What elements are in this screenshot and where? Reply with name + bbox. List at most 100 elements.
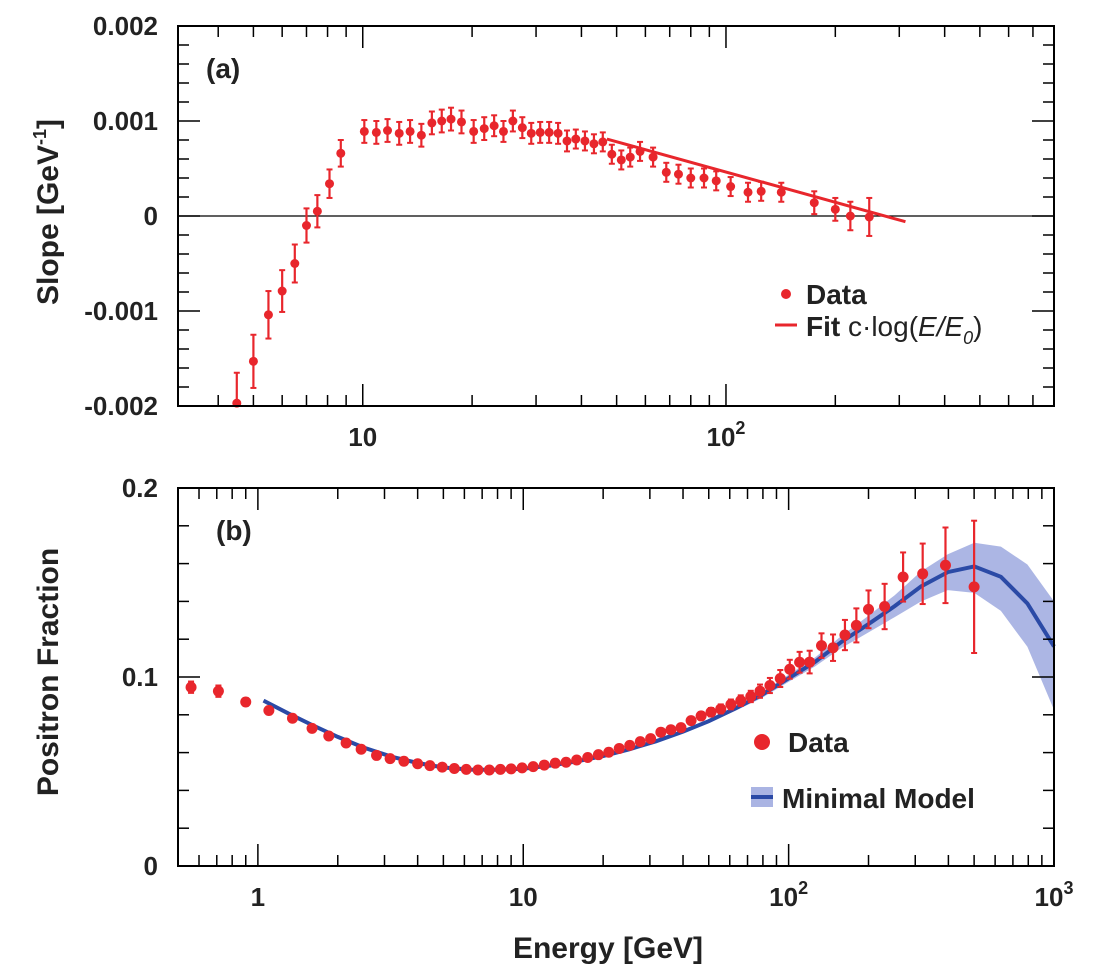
y-tick-label: -0.002 — [84, 391, 158, 421]
data-marker — [624, 739, 636, 751]
data-point — [505, 763, 517, 775]
data-marker — [508, 116, 518, 126]
data-marker — [383, 126, 393, 135]
data-point — [277, 269, 287, 313]
panel-b-ticks — [177, 487, 1055, 867]
data-marker — [571, 754, 583, 766]
data-marker — [705, 706, 717, 718]
data-marker — [212, 685, 224, 697]
data-point — [754, 683, 766, 699]
data-point — [571, 754, 583, 766]
data-point — [398, 755, 410, 767]
panel-a-data-points — [232, 106, 874, 408]
data-point — [446, 106, 456, 132]
data-marker — [745, 690, 757, 702]
data-marker — [544, 127, 554, 137]
y-tick-label: -0.001 — [84, 296, 158, 326]
data-point — [661, 161, 671, 183]
data-point — [592, 749, 604, 761]
data-point — [535, 120, 545, 144]
y-tick-label: 0.002 — [93, 11, 158, 41]
y-tick-label: 0 — [144, 201, 158, 231]
data-point — [917, 542, 929, 606]
data-point — [232, 371, 242, 408]
data-point — [624, 739, 636, 751]
data-marker — [580, 136, 590, 146]
data-marker — [582, 752, 594, 764]
panel-b-model-line — [262, 564, 1056, 772]
panel-b-x-tick-labels: 1 10 102 103 — [251, 878, 1074, 912]
data-marker — [424, 760, 436, 772]
data-marker — [248, 356, 258, 366]
legend-data-label: Data — [806, 279, 867, 310]
panel-b-data-points — [185, 519, 980, 776]
y-tick-label: 0 — [144, 851, 158, 881]
data-marker — [897, 571, 909, 583]
data-point — [645, 733, 657, 745]
data-point — [526, 121, 536, 145]
data-marker — [436, 761, 448, 773]
data-marker — [845, 211, 855, 221]
data-point — [968, 519, 980, 654]
data-marker — [726, 182, 736, 192]
data-marker — [472, 764, 484, 776]
data-marker — [263, 310, 273, 320]
data-point — [673, 163, 683, 185]
data-marker — [371, 749, 383, 761]
panel-a-y-axis-title: Slope [GeV-1] — [30, 119, 65, 305]
model-line — [262, 564, 1056, 772]
data-point — [560, 756, 572, 768]
data-point — [489, 114, 499, 138]
data-marker — [398, 755, 410, 767]
panel-a-legend: Data Fit c·log(E/E0) — [775, 279, 983, 348]
data-marker — [794, 656, 806, 668]
data-point — [416, 122, 426, 148]
data-point — [371, 120, 381, 145]
data-point — [827, 633, 839, 662]
data-point — [412, 758, 424, 770]
data-marker — [483, 764, 495, 776]
data-point — [359, 119, 369, 144]
data-marker — [516, 762, 528, 774]
data-point — [479, 116, 489, 141]
data-point — [743, 181, 753, 203]
data-point — [864, 196, 874, 237]
data-marker — [607, 149, 617, 159]
data-marker — [711, 176, 721, 186]
panel-b-y-axis-title: Positron Fraction — [32, 548, 65, 796]
panel-b-x-axis-title: Energy [GeV] — [513, 932, 703, 965]
data-marker — [437, 116, 447, 126]
data-point — [312, 194, 322, 229]
x-tick-label: 103 — [1035, 878, 1074, 912]
data-point — [616, 149, 626, 171]
data-point — [685, 715, 697, 727]
data-point — [498, 120, 508, 143]
data-point — [815, 632, 827, 659]
data-point — [527, 761, 539, 773]
legend-fit-label: Fit c·log(E/E0) — [806, 311, 983, 348]
data-point — [939, 526, 951, 605]
data-marker — [498, 126, 508, 136]
x-tick-label: 10 — [509, 882, 538, 912]
data-point — [725, 698, 737, 711]
data-marker — [535, 127, 545, 137]
data-marker — [538, 759, 550, 771]
data-marker — [774, 673, 786, 685]
data-marker — [603, 746, 615, 758]
data-point — [427, 110, 437, 136]
data-marker — [756, 186, 766, 196]
panel-b-y-tick-labels: 0 0.1 0.2 — [122, 473, 158, 881]
data-point — [804, 649, 816, 675]
data-point — [240, 696, 252, 708]
data-marker — [830, 204, 840, 214]
data-marker — [725, 698, 737, 710]
data-marker — [634, 736, 646, 748]
data-marker — [185, 681, 197, 693]
data-marker — [277, 286, 287, 296]
data-point — [705, 706, 717, 718]
data-point — [715, 703, 727, 715]
panel-a-label: (a) — [206, 53, 240, 84]
data-point — [794, 650, 806, 674]
data-marker — [549, 757, 561, 769]
data-marker — [312, 206, 322, 216]
